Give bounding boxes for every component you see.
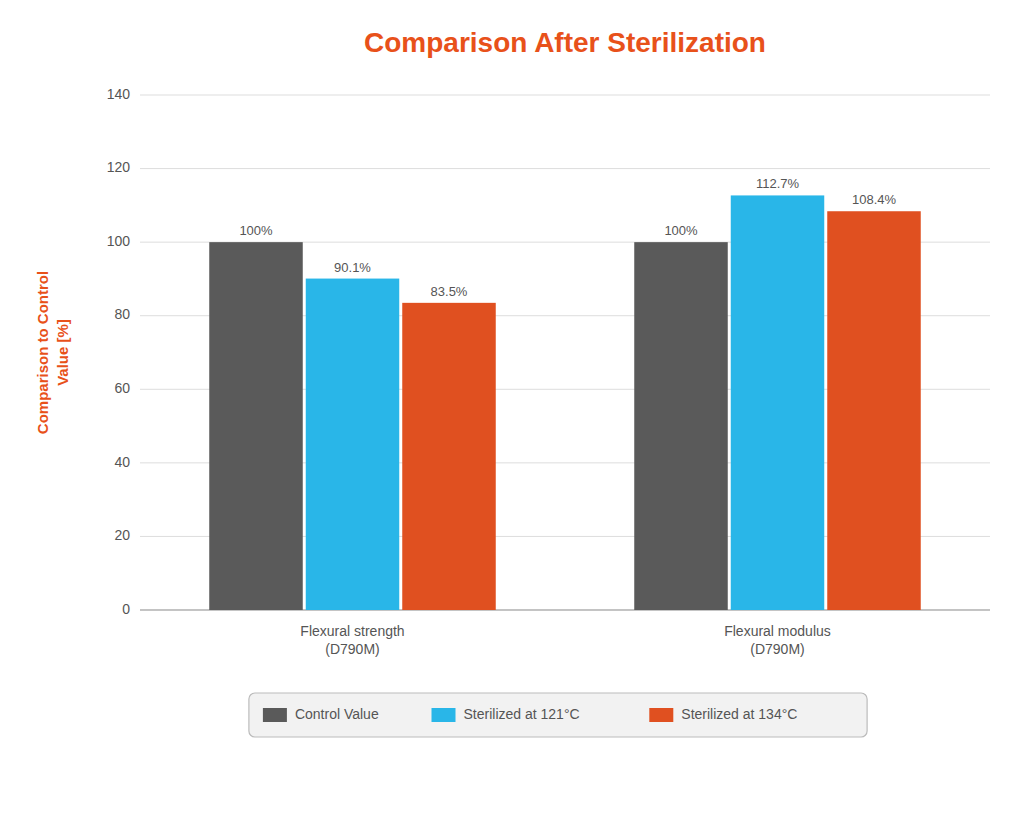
x-tick-labels: Flexural strength(D790M) Flexural modulus… <box>300 623 830 657</box>
y-tick-label: 60 <box>114 380 130 396</box>
bar <box>306 279 400 610</box>
data-label: 90.1% <box>334 260 371 275</box>
data-label: 108.4% <box>852 192 897 207</box>
chart: Comparison After Sterilization 0 20 40 60 80 1… <box>0 0 1024 827</box>
legend-label: Control Value <box>295 706 379 722</box>
data-label: 100% <box>239 223 273 238</box>
y-tick-label: 20 <box>114 527 130 543</box>
bar <box>634 242 728 610</box>
data-labels: 100% 100% 90.1% 112.7% 83.5% 108.4% <box>239 176 896 298</box>
bar <box>402 303 496 610</box>
x-tick-label: Flexural strength(D790M) <box>300 623 404 657</box>
y-tick-label: 40 <box>114 454 130 470</box>
y-axis-label: Comparison to ControlValue [%] <box>34 271 71 434</box>
data-label: 83.5% <box>431 284 468 299</box>
bars <box>209 195 921 610</box>
legend-swatch <box>649 708 673 722</box>
y-tick-label: 100 <box>107 233 131 249</box>
legend: Control Value Sterilized at 121°C Steriliz… <box>249 693 867 737</box>
bar <box>827 211 921 610</box>
y-tick-label: 80 <box>114 306 130 322</box>
title: Comparison After Sterilization <box>364 27 766 58</box>
y-tick-label: 140 <box>107 86 131 102</box>
legend-frame <box>249 693 867 737</box>
chart-container: Comparison After Sterilization 0 20 40 60 80 1… <box>0 0 1024 827</box>
data-label: 112.7% <box>756 176 800 191</box>
legend-swatch <box>432 708 456 722</box>
data-label: 100% <box>664 223 698 238</box>
x-tick-label: Flexural modulus(D790M) <box>724 623 831 657</box>
legend-swatch <box>263 708 287 722</box>
y-tick-labels: 0 20 40 60 80 100 120 140 <box>107 86 131 617</box>
grid-line <box>140 168 990 169</box>
y-grid <box>140 95 990 610</box>
y-tick-label: 120 <box>107 159 131 175</box>
grid-line <box>140 95 990 96</box>
bar <box>731 195 825 610</box>
y-tick-label: 0 <box>122 601 130 617</box>
bar <box>209 242 303 610</box>
legend-label: Sterilized at 134°C <box>681 706 797 722</box>
legend-label: Sterilized at 121°C <box>464 706 580 722</box>
